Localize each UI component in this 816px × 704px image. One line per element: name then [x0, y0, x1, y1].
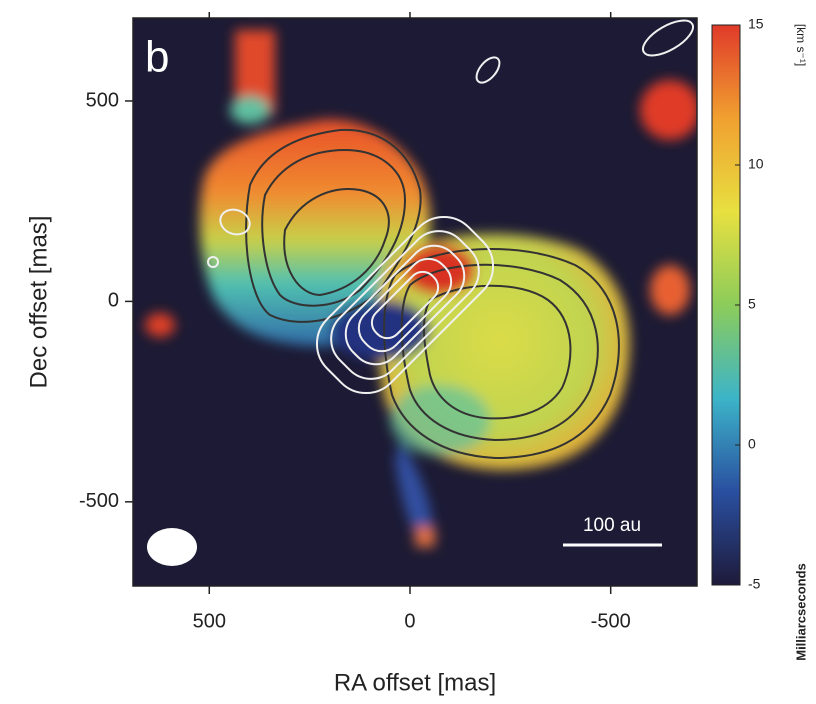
scale-bar-label: 100 au: [583, 515, 641, 536]
y-axis-label: Dec offset [mas]: [25, 216, 52, 389]
colorbar-tick-label: 0: [748, 436, 756, 452]
colorbar-tick-label: 15: [748, 16, 764, 32]
colorbar-label: [km s⁻¹]: [794, 24, 808, 66]
y-tick-label: 500: [86, 89, 119, 111]
side-label: Milliarcseconds: [793, 563, 808, 661]
x-tick-label: -500: [591, 610, 631, 632]
colorbar-tick-label: 10: [748, 156, 764, 172]
beam: [147, 528, 197, 566]
x-tick-label: 500: [193, 610, 226, 632]
panel-label: b: [145, 33, 169, 82]
contours: [245, 128, 620, 460]
x-axis-label: RA offset [mas]: [334, 669, 496, 696]
colorbar-tick-label: -5: [748, 576, 761, 592]
velocity-map: 100 au b: [133, 18, 697, 586]
white-contours: [207, 19, 694, 395]
y-tick-label: -500: [79, 490, 119, 512]
colorbar-tick-label: 5: [748, 296, 756, 312]
y-tick-label: 0: [108, 290, 119, 312]
x-tick-label: 0: [404, 610, 415, 632]
